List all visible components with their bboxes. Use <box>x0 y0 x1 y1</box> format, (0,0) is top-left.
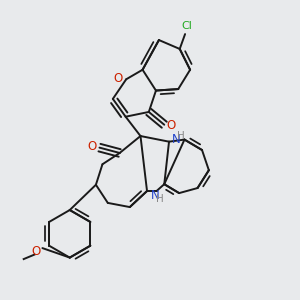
Text: O: O <box>87 140 97 153</box>
Text: N: N <box>172 133 181 146</box>
Text: O: O <box>113 72 122 85</box>
Text: O: O <box>32 245 41 258</box>
Text: H: H <box>156 194 164 204</box>
Text: N: N <box>151 189 160 202</box>
Text: H: H <box>177 131 185 141</box>
Text: Cl: Cl <box>181 21 192 31</box>
Text: O: O <box>166 119 176 132</box>
